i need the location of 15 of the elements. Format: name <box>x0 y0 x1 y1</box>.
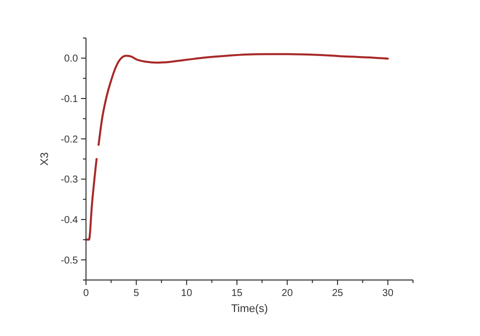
x-tick-label: 30 <box>382 288 394 299</box>
x-tick-label: 15 <box>231 288 243 299</box>
y-tick-label: -0.5 <box>60 255 78 266</box>
x-tick-label: 10 <box>181 288 193 299</box>
x-tick-label: 25 <box>332 288 344 299</box>
y-tick-label: -0.2 <box>60 134 78 146</box>
y-tick-label: 0.0 <box>64 54 78 65</box>
y-tick-label: -0.3 <box>60 174 78 186</box>
y-axis-title: X3 <box>39 152 51 166</box>
x-axis-title: Time(s) <box>231 303 268 315</box>
y-tick-label: -0.4 <box>60 215 78 226</box>
x-tick-label: 20 <box>282 288 294 299</box>
x-tick-label: 5 <box>134 288 140 299</box>
y-tick-label: -0.1 <box>60 94 78 105</box>
x-tick-label: 0 <box>83 288 90 299</box>
